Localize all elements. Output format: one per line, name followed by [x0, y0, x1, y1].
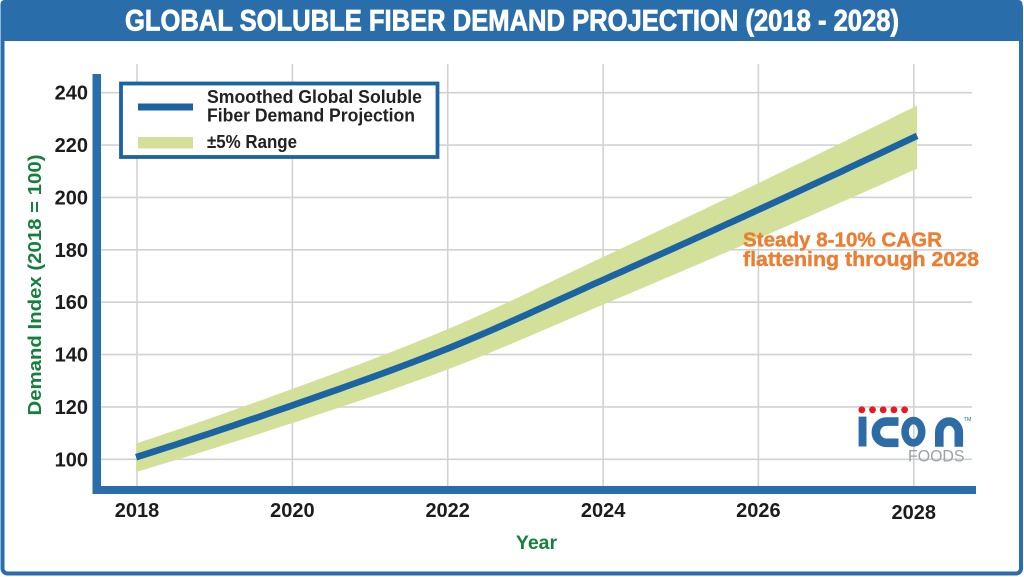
svg-text:100: 100	[55, 449, 88, 471]
svg-text:2024: 2024	[581, 500, 626, 522]
svg-text:2018: 2018	[115, 500, 160, 522]
svg-text:240: 240	[55, 83, 88, 105]
svg-text:flattening through 2028: flattening through 2028	[743, 248, 979, 271]
svg-text:140: 140	[55, 345, 88, 367]
svg-text:GLOBAL SOLUBLE FIBER DEMAND PR: GLOBAL SOLUBLE FIBER DEMAND PROJECTION (…	[125, 5, 899, 38]
svg-text:160: 160	[55, 292, 88, 314]
svg-text:±5% Range: ±5% Range	[207, 131, 297, 152]
svg-text:2026: 2026	[736, 500, 781, 522]
svg-text:Demand Index (2018 = 100): Demand Index (2018 = 100)	[25, 154, 45, 415]
svg-text:FOODS: FOODS	[908, 448, 965, 466]
svg-text:Steady 8-10% CAGR: Steady 8-10% CAGR	[743, 229, 942, 252]
svg-text:Fiber Demand Projection: Fiber Demand Projection	[207, 105, 415, 126]
svg-text:180: 180	[55, 240, 88, 262]
svg-text:TM: TM	[964, 417, 972, 423]
svg-text:220: 220	[55, 135, 88, 157]
svg-text:2028: 2028	[892, 502, 937, 524]
svg-text:200: 200	[55, 187, 88, 209]
svg-text:Year: Year	[516, 532, 558, 554]
svg-text:120: 120	[55, 397, 88, 419]
svg-text:2020: 2020	[270, 500, 315, 522]
svg-text:2022: 2022	[425, 500, 470, 522]
svg-text:Smoothed Global Soluble: Smoothed Global Soluble	[207, 86, 422, 107]
